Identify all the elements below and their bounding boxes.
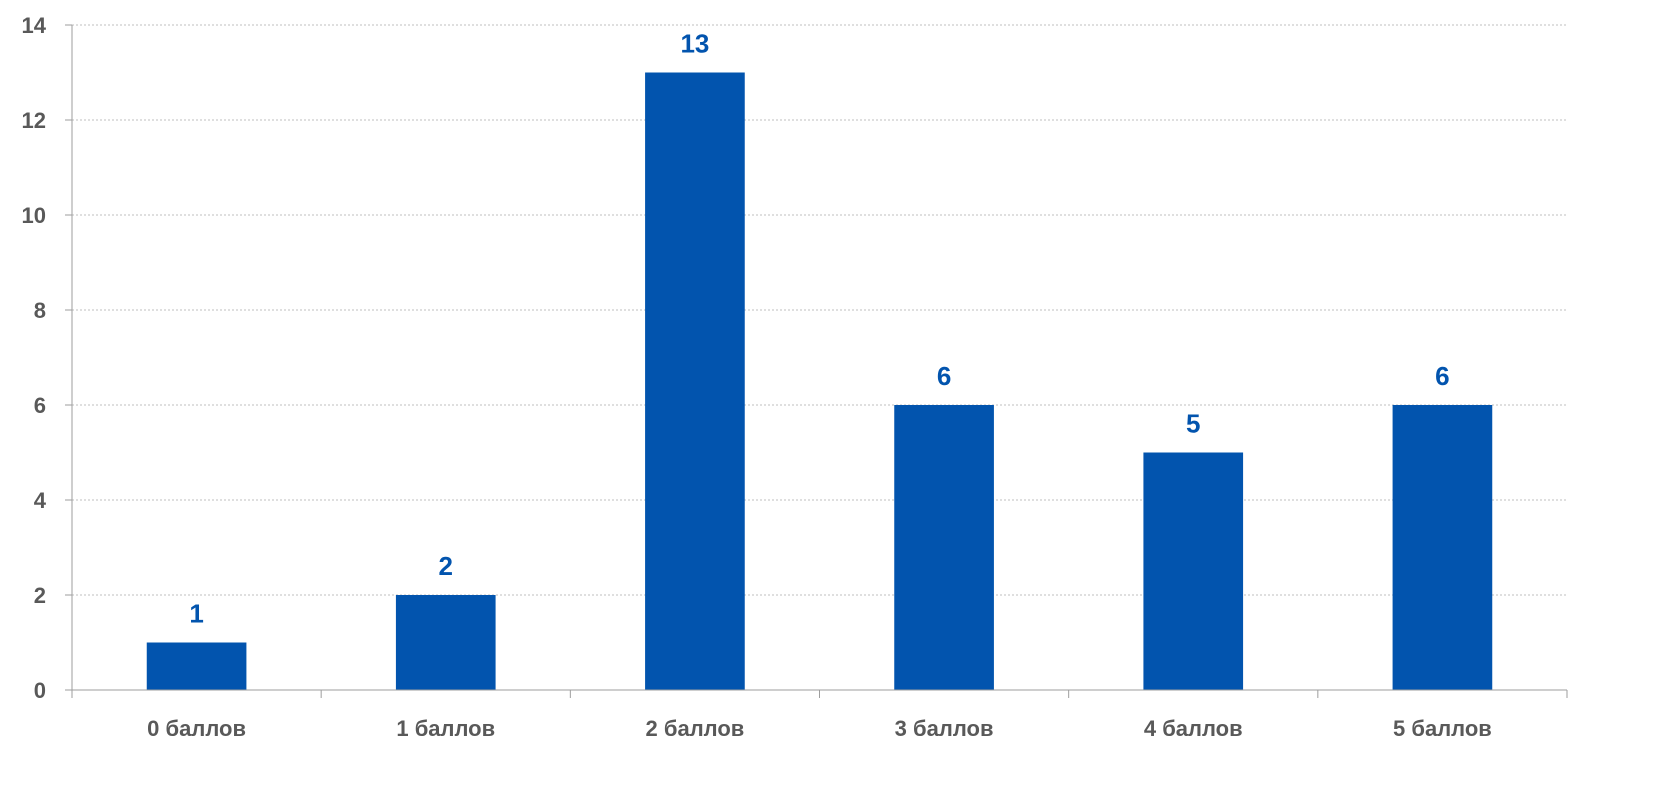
data-label: 1	[189, 599, 203, 629]
x-tick-label: 2 баллов	[646, 716, 745, 741]
data-label: 2	[439, 551, 453, 581]
bar	[1392, 405, 1493, 690]
y-tick-label: 2	[34, 583, 46, 608]
labels: 0 2 4 6 8 10 12 14 1 0 баллов 2 1 баллов 13 2 баллов 6…	[22, 13, 1492, 741]
bars	[146, 72, 1493, 690]
y-tick-label: 8	[34, 298, 46, 323]
y-tick-label: 12	[22, 108, 46, 133]
y-tick-label: 0	[34, 678, 46, 703]
bar	[645, 72, 745, 690]
x-tick-label: 1 баллов	[396, 716, 495, 741]
axes	[65, 24, 1568, 698]
data-label: 13	[680, 29, 709, 59]
data-label: 6	[1435, 361, 1449, 391]
x-tick-label: 4 баллов	[1144, 716, 1243, 741]
y-tick-label: 14	[22, 13, 47, 38]
y-tick-label: 4	[34, 488, 47, 513]
bar	[395, 595, 496, 690]
x-tick-label: 0 баллов	[147, 716, 246, 741]
x-tick-label: 3 баллов	[895, 716, 994, 741]
data-label: 5	[1186, 409, 1200, 439]
y-tick-label: 10	[22, 203, 46, 228]
y-tick-label: 6	[34, 393, 46, 418]
bar	[1143, 452, 1244, 690]
bar	[894, 405, 994, 690]
bar	[146, 642, 247, 690]
gridlines	[72, 24, 1567, 596]
x-tick-label: 5 баллов	[1393, 716, 1492, 741]
data-label: 6	[937, 361, 951, 391]
